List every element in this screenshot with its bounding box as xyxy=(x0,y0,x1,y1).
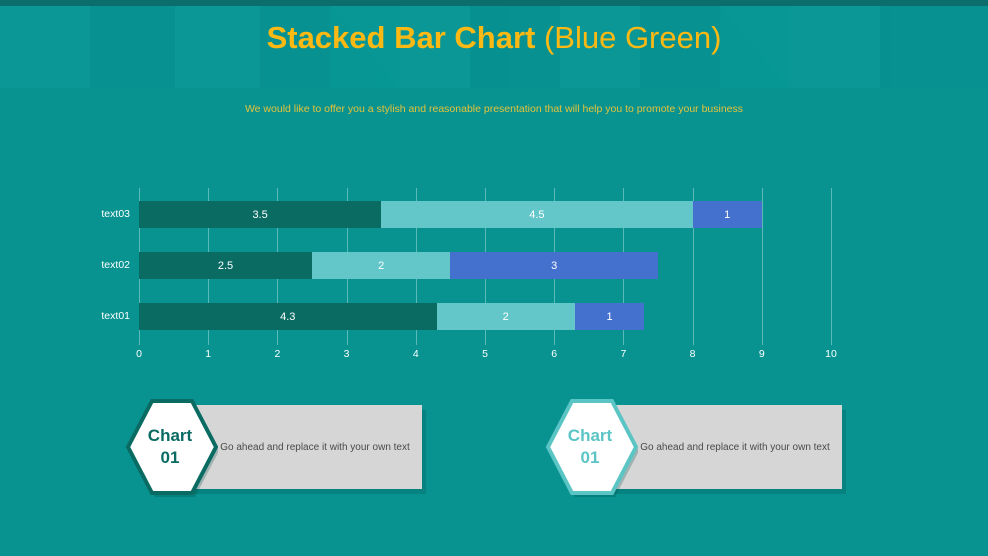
chart-x-tick-label: 8 xyxy=(689,348,696,360)
chart-bar-row: 4.3 2 1 xyxy=(139,303,645,330)
chart-category-label: text01 xyxy=(101,310,130,322)
chart-x-tick-label: 9 xyxy=(758,348,765,360)
chart-x-tick-label: 10 xyxy=(825,348,837,360)
chart-bar-segment: 1 xyxy=(692,201,762,228)
chart-x-axis-labels: 0 1 2 3 4 5 6 7 8 9 10 xyxy=(136,348,837,366)
page-subtitle: We would like to offer you a stylish and… xyxy=(244,103,744,115)
chart-bar-segment: 2.5 xyxy=(139,252,312,279)
chart-gridline xyxy=(692,188,694,345)
chart-bar-row: 2.5 2 3 xyxy=(139,252,658,279)
chart-x-tick-label: 6 xyxy=(551,348,558,360)
chart-x-tick-label: 0 xyxy=(136,348,142,360)
top-accent-strip xyxy=(0,0,988,6)
info-card[interactable]: Go ahead and replace it with your own te… xyxy=(542,399,842,497)
chart-category-label: text03 xyxy=(101,208,130,220)
chart-category-labels: text03 text02 text01 xyxy=(70,188,130,345)
chart-bar-segment: 2 xyxy=(436,303,575,330)
chart-x-tick-label: 7 xyxy=(620,348,627,360)
chart-bar-segment: 1 xyxy=(574,303,645,330)
chart-bar-segment: 2 xyxy=(312,252,451,279)
chart-x-tick-label: 4 xyxy=(412,348,419,360)
chart-bar-segment: 3.5 xyxy=(139,201,382,228)
info-card[interactable]: Go ahead and replace it with your own te… xyxy=(122,399,422,497)
chart-bar-segment: 4.5 xyxy=(381,201,693,228)
hexagon-badge xyxy=(542,395,638,499)
chart-plot-area: 3.5 4.5 1 2.5 2 3 4.3 2 1 xyxy=(139,188,832,345)
page-title-bold: Stacked Bar Chart xyxy=(266,20,536,55)
chart-bar-segment: 3 xyxy=(450,252,658,279)
chart-category-label: text02 xyxy=(101,259,130,271)
chart-x-tick-label: 3 xyxy=(343,348,350,360)
info-card-text: Go ahead and replace it with your own te… xyxy=(640,441,830,453)
chart-gridline xyxy=(831,188,832,345)
page-title-thin: (Blue Green) xyxy=(535,20,722,55)
page-title: Stacked Bar Chart (Blue Green) xyxy=(0,20,988,56)
info-card-body: Go ahead and replace it with your own te… xyxy=(188,405,422,489)
chart-bar-row: 3.5 4.5 1 xyxy=(139,201,762,228)
hexagon-badge xyxy=(122,395,218,499)
chart-x-tick-label: 2 xyxy=(274,348,281,360)
chart-x-tick-label: 5 xyxy=(482,348,488,360)
chart-gridline xyxy=(761,188,763,345)
info-card-body: Go ahead and replace it with your own te… xyxy=(608,405,842,489)
info-card-text: Go ahead and replace it with your own te… xyxy=(220,441,410,453)
chart-x-tick-label: 1 xyxy=(205,348,212,360)
chart-bar-segment: 4.3 xyxy=(139,303,437,330)
